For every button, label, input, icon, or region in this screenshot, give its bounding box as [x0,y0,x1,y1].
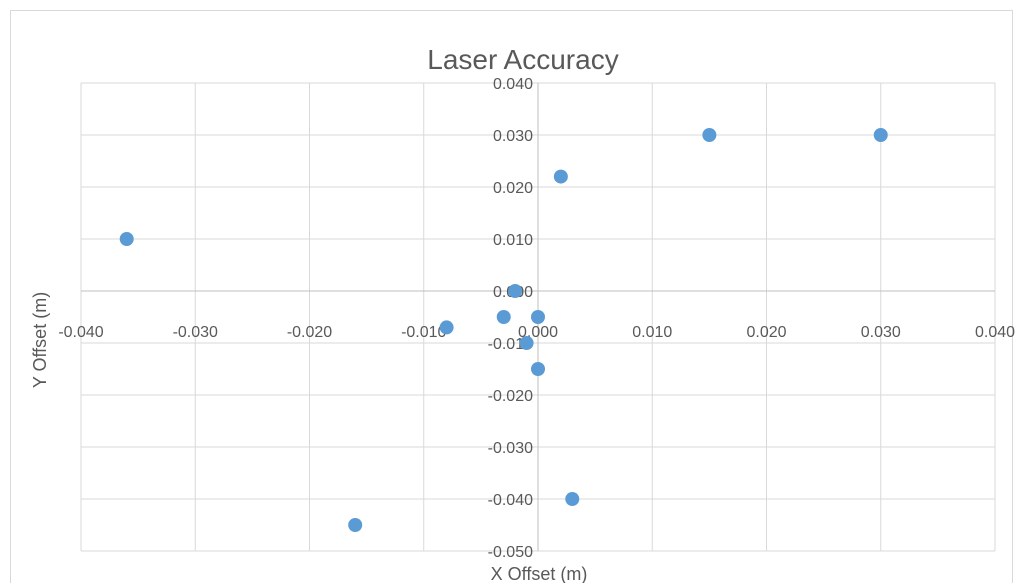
y-tick-label: 0.020 [493,180,533,197]
data-point [439,320,454,335]
chart-title: Laser Accuracy [427,44,618,75]
x-tick-label: -0.040 [58,324,103,341]
data-point [496,310,511,324]
x-tick-label: 0.030 [861,324,901,341]
data-point [565,492,580,506]
x-tick-label: 0.040 [975,324,1015,341]
data-point [553,169,568,184]
data-point [519,336,534,350]
data-point [508,284,523,298]
y-tick-label: 0.030 [493,128,533,145]
data-point [702,128,717,142]
y-tick-label: 0.010 [493,232,533,249]
x-tick-label: 0.010 [632,324,672,341]
chart-frame [10,10,1013,583]
data-point [873,128,888,142]
x-tick-label: 0.020 [746,324,786,341]
x-tick-label: -0.020 [287,324,332,341]
y-tick-label: -0.040 [488,492,533,509]
data-point [348,518,363,532]
data-point [531,362,545,376]
tick-labels: -0.040 -0.030 -0.020 -0.010 0.000 0.010 0.020 0… [58,76,1015,561]
y-tick-label: 0.040 [493,76,533,93]
data-point [531,310,545,324]
x-tick-label: -0.030 [173,324,218,341]
x-tick-label: -0.010 [401,324,446,341]
y-tick-label: -0.030 [488,440,533,457]
data-point [119,232,134,246]
y-axis-title: Y Offset (m) [30,292,50,388]
x-axis-title: X Offset (m) [491,564,588,583]
data-points [119,128,888,532]
y-tick-label: -0.050 [488,544,533,561]
y-tick-label: -0.020 [488,388,533,405]
